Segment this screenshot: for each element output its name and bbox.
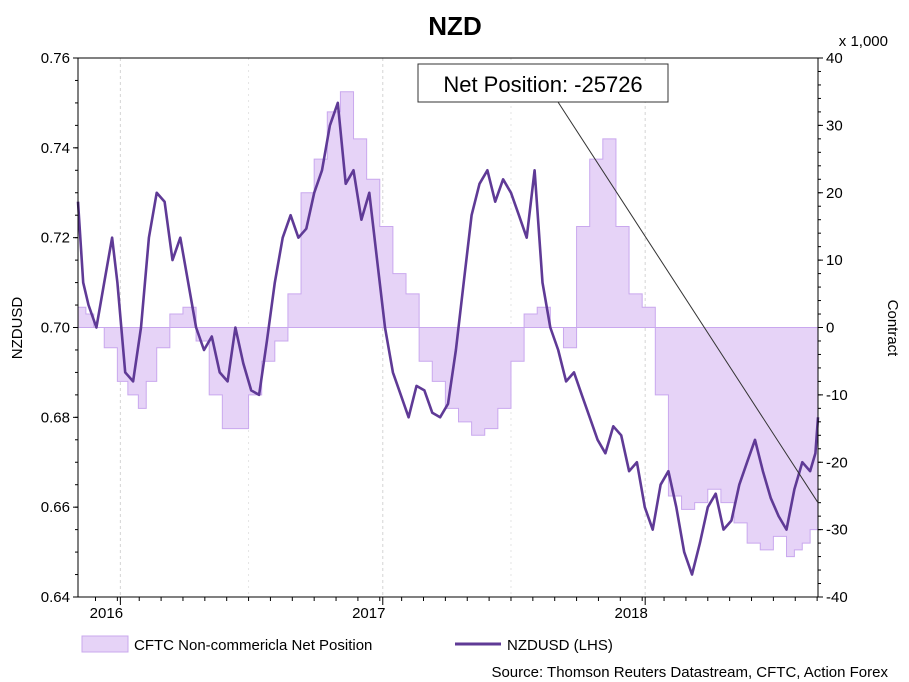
right-axis-ticks: -40 -30 -20 -10 0 10 20 30 40 <box>818 50 848 606</box>
annotation-text: Net Position: -25726 <box>443 72 642 97</box>
net-position-area <box>77 91 819 558</box>
right-tick-label--10: -10 <box>826 387 848 404</box>
right-tick-label-10: 10 <box>826 252 843 269</box>
right-tick-label-40: 40 <box>826 50 843 67</box>
net-position-area-layer <box>77 91 819 558</box>
right-tick-label-0: 0 <box>826 320 834 337</box>
legend: CFTC Non-commericla Net Position NZDUSD … <box>81 635 613 654</box>
right-tick-label-30: 30 <box>826 117 843 134</box>
right-axis-label: Contract <box>884 300 901 358</box>
left-tick-label-0.66: 0.66 <box>41 499 70 516</box>
annotation-leader-line <box>557 101 819 503</box>
left-tick-label-0.72: 0.72 <box>41 230 70 247</box>
nzdusd-line-layer <box>76 101 820 576</box>
left-axis-ticks: 0.64 0.66 0.68 0.70 0.72 0.74 0.76 <box>41 50 78 606</box>
left-tick-label-0.74: 0.74 <box>41 140 70 157</box>
x-tick-label-2017: 2017 <box>352 605 385 622</box>
right-tick-label-20: 20 <box>826 185 843 202</box>
right-tick-label--30: -30 <box>826 522 848 539</box>
right-axis-multiplier: x 1,000 <box>839 33 888 50</box>
x-tick-label-2016: 2016 <box>90 605 123 622</box>
left-tick-label-0.68: 0.68 <box>41 409 70 426</box>
x-axis-ticks: 2016 2017 2018 <box>90 597 818 622</box>
right-tick-label--20: -20 <box>826 454 848 471</box>
nzdusd-line <box>76 101 820 576</box>
x-tick-label-2018: 2018 <box>614 605 647 622</box>
annotation-box <box>417 63 669 103</box>
legend-area-swatch <box>81 635 129 653</box>
left-tick-label-0.76: 0.76 <box>41 50 70 67</box>
legend-price-label: NZDUSD (LHS) <box>507 637 613 654</box>
legend-net-label: CFTC Non-commericla Net Position <box>134 637 372 654</box>
left-tick-label-0.64: 0.64 <box>41 589 70 606</box>
source-note: Source: Thomson Reuters Datastream, CFTC… <box>491 664 888 681</box>
left-axis-label: NZDUSD <box>9 297 26 360</box>
left-tick-label-0.70: 0.70 <box>41 320 70 337</box>
chart-title: NZD <box>428 11 481 41</box>
right-tick-label--40: -40 <box>826 589 848 606</box>
